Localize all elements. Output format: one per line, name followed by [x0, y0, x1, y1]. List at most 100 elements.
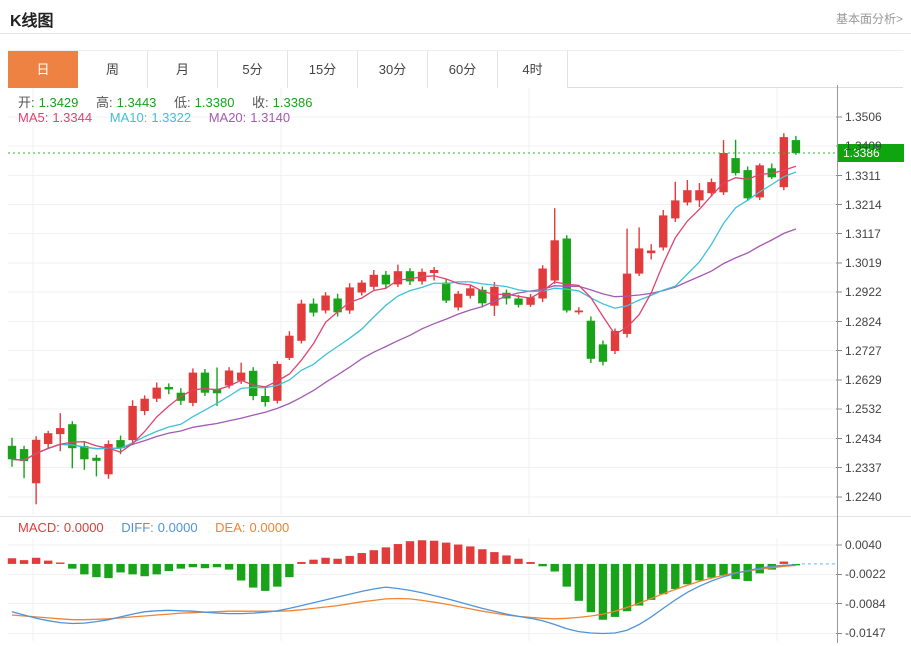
price-axis-label: 1.3506 [845, 110, 882, 124]
macd-hist-bar [333, 558, 342, 564]
macd-hist-bar [273, 563, 282, 587]
ma-readout: MA5: 1.3344 MA10: 1.3322 MA20: 1.3140 [18, 110, 294, 125]
tab-interval-6[interactable]: 60分 [428, 51, 498, 88]
low-value: 1.3380 [194, 95, 235, 110]
candle-body [610, 330, 620, 351]
candle-body [68, 424, 77, 449]
price-axis-label: 1.3214 [845, 197, 882, 212]
dea-value: 0.0000 [249, 520, 290, 535]
candle-body [405, 271, 415, 282]
macd-hist-bar [417, 540, 427, 564]
macd-hist-bar [369, 550, 378, 564]
macd-hist-bar [441, 542, 451, 564]
candle-body [345, 287, 354, 311]
tab-interval-4[interactable]: 15分 [288, 51, 358, 88]
macd-hist-bar [538, 563, 547, 567]
fundamental-analysis-link[interactable]: 基本面分析> [835, 12, 903, 26]
candle-body [586, 320, 596, 359]
tab-interval-7[interactable]: 4时 [498, 51, 568, 88]
macd-hist-bar [309, 559, 318, 564]
candle-body [381, 274, 391, 285]
candle-body [236, 372, 246, 381]
macd-axis-label: -0.0147 [845, 626, 886, 641]
ma20-value: 1.3140 [250, 110, 291, 125]
macd-hist-bar [43, 560, 53, 564]
price-axis-label: 1.3409 [845, 139, 882, 154]
candle-body [56, 428, 65, 435]
candle-body [321, 295, 330, 311]
macd-hist-bar [526, 562, 535, 564]
candle-body [80, 446, 89, 460]
macd-hist-bar [188, 563, 198, 568]
macd-hist-bar [562, 563, 571, 587]
macd-hist-bar [574, 563, 584, 601]
diff-line [11, 564, 796, 635]
ma10-label: MA10: [109, 110, 148, 125]
price-axis-label: 1.2337 [845, 460, 882, 475]
tab-interval-3[interactable]: 5分 [218, 51, 288, 88]
candle-body [200, 372, 210, 393]
candle-body [695, 190, 704, 201]
close-value: 1.3386 [272, 95, 313, 110]
macd-hist-bar [56, 562, 65, 564]
macd-hist-bar [671, 563, 680, 589]
price-axis-label: 1.3019 [845, 256, 882, 271]
high-value: 1.3443 [116, 95, 157, 110]
candle-body [441, 282, 451, 301]
macd-hist-bar [297, 562, 306, 564]
macd-hist-bar [236, 563, 246, 581]
macd-hist-bar [164, 563, 173, 572]
candle-body [116, 440, 125, 449]
candle-body [357, 282, 366, 293]
dea-label: DEA: [215, 520, 246, 535]
price-axis-label: 1.2727 [845, 343, 882, 358]
candle-body [261, 396, 270, 402]
candle-body [393, 271, 403, 285]
low-label: 低: [174, 95, 191, 110]
price-axis-label: 1.3117 [845, 226, 881, 241]
candle-body [128, 405, 137, 441]
macd-hist-bar [116, 563, 125, 573]
candle-body [104, 444, 113, 475]
candle-body [273, 363, 282, 401]
tab-interval-1[interactable]: 周 [78, 51, 148, 88]
candle-body [152, 387, 161, 399]
macd-hist-bar [779, 561, 789, 564]
macd-hist-bar [249, 563, 258, 588]
macd-hist-bar [646, 563, 656, 600]
macd-hist-bar [514, 558, 523, 564]
macd-hist-bar [345, 555, 354, 564]
macd-hist-bar [731, 563, 740, 580]
candle-body [743, 170, 752, 199]
macd-hist-bar [224, 563, 234, 570]
ohlc-readout: 开: 1.3429 高: 1.3443 低: 1.3380 收: 1.3386 [18, 92, 316, 111]
macd-hist-bar [80, 563, 89, 575]
macd-hist-bar [321, 557, 330, 564]
macd-readout: MACD: 0.0000 DIFF: 0.0000 DEA: 0.0000 [18, 520, 293, 535]
candle-body [140, 398, 149, 411]
candle-body [574, 310, 584, 313]
interval-tabbar: 日周月 5分 15分 30分 60分 4时 [8, 50, 903, 88]
macd-axis-label: -0.0084 [845, 596, 886, 611]
macd-label: MACD: [18, 520, 60, 535]
candle-body [683, 190, 692, 203]
macd-hist-bar [200, 563, 210, 569]
ma5-value: 1.3344 [52, 110, 93, 125]
price-axis-label: 1.2532 [845, 402, 882, 417]
ma5-line [11, 165, 797, 461]
macd-hist-bar [502, 555, 511, 564]
tab-interval-2[interactable]: 月 [148, 51, 218, 88]
tab-interval-5[interactable]: 30分 [358, 51, 428, 88]
price-axis-label: 1.2922 [845, 285, 882, 300]
macd-hist-bar [622, 563, 632, 612]
macd-hist-bar [212, 563, 222, 568]
candle-body [369, 274, 378, 287]
macd-hist-bar [466, 546, 475, 564]
tab-interval-0[interactable]: 日 [8, 51, 78, 88]
candle-body [634, 248, 644, 274]
candle-body [755, 165, 764, 198]
macd-hist-bar [285, 563, 294, 578]
candle-body [707, 182, 716, 194]
macd-hist-bar [743, 563, 752, 581]
